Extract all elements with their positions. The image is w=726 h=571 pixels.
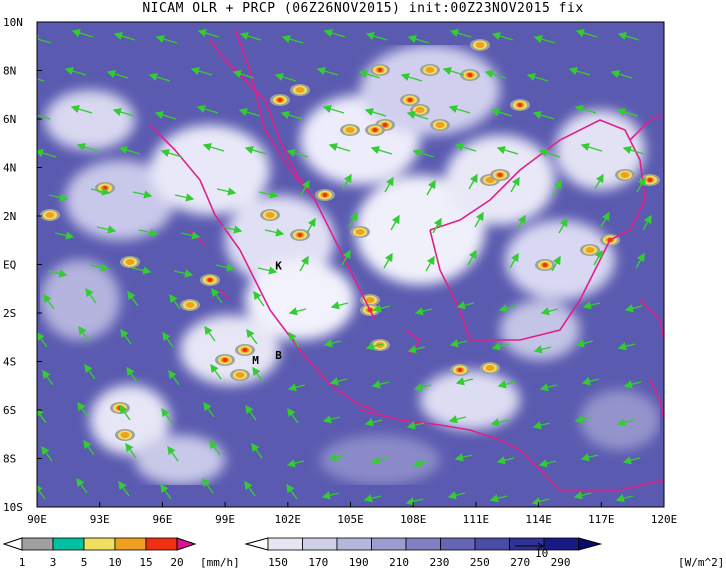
place-labels: K M B xyxy=(252,259,282,367)
precip-tick: 15 xyxy=(139,556,152,569)
olr-colorbar: 150 170 190 210 230 250 270 290 [W/m^2] xyxy=(244,537,724,569)
lat-label: 10N xyxy=(3,16,23,29)
lat-label: 2S xyxy=(3,307,16,320)
lat-label: 8N xyxy=(3,65,16,78)
vector-reference: 10 xyxy=(515,542,548,560)
precip-tick: 20 xyxy=(170,556,183,569)
lon-label: 117E xyxy=(588,513,615,526)
place-label: B xyxy=(275,349,282,362)
map-title: NICAM OLR + PRCP (06Z26NOV2015) init:00Z… xyxy=(142,1,584,16)
precip-tick: 10 xyxy=(108,556,121,569)
lon-label: 105E xyxy=(337,513,364,526)
lon-label: 102E xyxy=(275,513,302,526)
lon-label: 114E xyxy=(525,513,552,526)
lon-label: 90E xyxy=(27,513,47,526)
lon-label: 111E xyxy=(463,513,490,526)
precip-unit: [mm/h] xyxy=(200,556,240,569)
place-label: M xyxy=(252,354,259,367)
lon-label: 99E xyxy=(215,513,235,526)
lat-label: 6N xyxy=(3,113,16,126)
latitude-labels: 10N 8N 6N 4N 2N EQ 2S 4S 6S 8S 10S xyxy=(3,16,42,514)
olr-tick: 150 xyxy=(268,556,288,569)
lon-label: 120E xyxy=(651,513,678,526)
olr-tick: 250 xyxy=(470,556,490,569)
lat-label: 4S xyxy=(3,356,16,369)
vector-reference-label: 10 xyxy=(535,547,548,560)
olr-tick: 270 xyxy=(510,556,530,569)
olr-tick: 190 xyxy=(349,556,369,569)
olr-tick: 230 xyxy=(430,556,450,569)
plot-area xyxy=(37,22,664,507)
olr-tick: 170 xyxy=(308,556,328,569)
olr-tick: 290 xyxy=(551,556,571,569)
precip-colorbar: 1 3 5 10 15 20 [mm/h] xyxy=(2,537,240,569)
lon-label: 93E xyxy=(90,513,110,526)
wind-vectors xyxy=(37,28,652,506)
lon-label: 108E xyxy=(400,513,427,526)
precip-tick: 3 xyxy=(50,556,57,569)
lon-label: 96E xyxy=(152,513,172,526)
longitude-labels: 90E 93E 96E 99E 102E 105E 108E 111E 114E 117E 120E xyxy=(27,502,677,526)
precip-tick: 5 xyxy=(81,556,88,569)
lat-label: EQ xyxy=(3,259,16,272)
place-label: K xyxy=(275,259,282,272)
precip-tick: 1 xyxy=(19,556,26,569)
lat-label: 10S xyxy=(3,501,23,514)
olr-tick: 210 xyxy=(389,556,409,569)
olr-unit: [W/m^2] xyxy=(678,556,724,569)
lat-label: 8S xyxy=(3,453,16,466)
lat-label: 6S xyxy=(3,404,16,417)
lat-label: 2N xyxy=(3,210,16,223)
lat-label: 4N xyxy=(3,162,16,175)
